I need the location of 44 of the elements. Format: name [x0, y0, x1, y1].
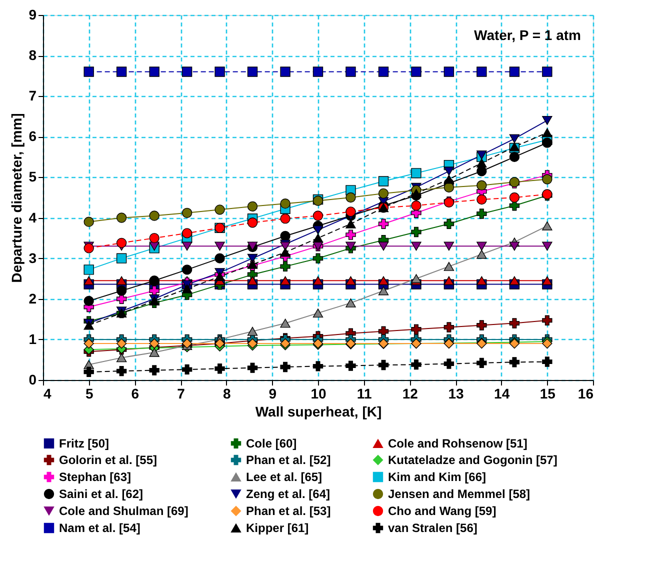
- y-tick-label: 7: [28, 88, 37, 104]
- y-tick-label: 0: [28, 372, 37, 388]
- y-tick-label: 1: [28, 330, 37, 347]
- x-tick-label: 11: [356, 386, 372, 402]
- x-tick-label: 9: [268, 386, 277, 402]
- legend-label: Cole and Shulman [69]: [59, 504, 188, 518]
- y-tick-label: 4: [28, 209, 37, 226]
- y-tick-label: 3: [28, 250, 37, 266]
- x-tick-label: 16: [578, 386, 594, 402]
- legend-label: Cho and Wang [59]: [388, 504, 496, 518]
- x-tick-label: 7: [177, 386, 186, 402]
- x-tick-label: 12: [402, 386, 418, 402]
- annotation: Water, P = 1 atm: [474, 27, 581, 43]
- legend-label: Cole [60]: [246, 436, 297, 450]
- x-tick-label: 10: [310, 386, 326, 402]
- legend-label: Stephan [63]: [59, 470, 132, 484]
- x-tick-label: 15: [540, 386, 556, 402]
- legend-label: Kutateladze and Gogonin [57]: [388, 453, 558, 467]
- legend-label: van Stralen [56]: [388, 521, 478, 535]
- legend-label: Kim and Kim [66]: [388, 470, 486, 484]
- y-tick-label: 6: [28, 128, 37, 144]
- y-tick-label: 5: [28, 168, 37, 185]
- legend-label: Saini et al. [62]: [59, 487, 144, 501]
- legend-label: Cole and Rohsenow [51]: [388, 436, 528, 450]
- x-axis-title: Wall superheat, [K]: [255, 404, 382, 420]
- legend-label: Phan et al. [53]: [246, 504, 331, 518]
- legend-label: Jensen and Memmel [58]: [388, 487, 530, 501]
- legend-label: Fritz [50]: [59, 436, 110, 450]
- legend-label: Golorin et al. [55]: [59, 453, 158, 467]
- x-tick-label: 6: [131, 386, 140, 402]
- legend-label: Phan et al. [52]: [246, 453, 331, 467]
- x-tick-label: 8: [222, 386, 231, 402]
- y-tick-label: 8: [28, 47, 37, 64]
- x-tick-label: 14: [494, 386, 510, 402]
- y-tick-label: 9: [28, 6, 37, 22]
- x-tick-label: 4: [44, 386, 52, 402]
- y-axis-title: Departure diameter, [mm]: [8, 113, 25, 283]
- x-tick-label: 13: [448, 386, 464, 402]
- x-tick-label: 5: [85, 386, 94, 402]
- legend-label: Lee et al. [65]: [246, 470, 322, 484]
- legend-label: Zeng et al. [64]: [246, 487, 330, 501]
- legend-label: Nam et al. [54]: [59, 521, 140, 535]
- y-tick-label: 2: [28, 290, 37, 306]
- legend-label: Kipper [61]: [246, 521, 309, 535]
